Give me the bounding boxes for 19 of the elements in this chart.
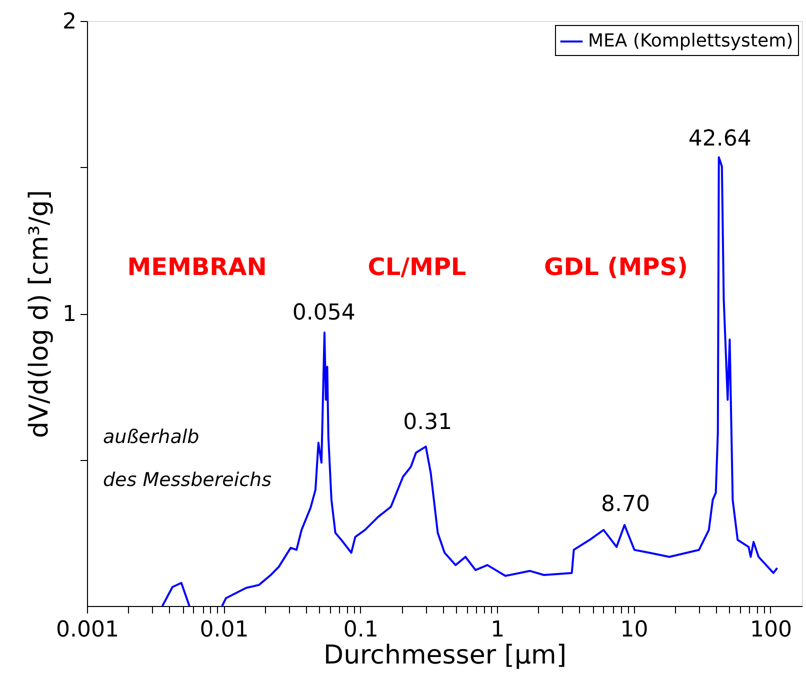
y-tick-label: 2 — [62, 10, 76, 34]
annotation: des Messbereichs — [103, 469, 272, 491]
x-tick-label: 0.01 — [200, 618, 249, 642]
x-tick-label: 0.001 — [56, 618, 119, 642]
x-tick-label: 1 — [490, 618, 505, 642]
x-tick-label: 0.1 — [343, 618, 378, 642]
x-tick-label: 100 — [750, 618, 792, 642]
annotation: 0.31 — [403, 410, 452, 436]
annotation: GDL (MPS) — [544, 253, 688, 281]
x-axis-title: Durchmesser [µm] — [324, 640, 566, 670]
x-tick-label: 10 — [620, 618, 648, 642]
legend-label: MEA (Komplettsystem) — [588, 30, 794, 52]
annotation: 0.054 — [292, 300, 356, 326]
annotation: 8.70 — [601, 492, 650, 518]
annotation: 42.64 — [688, 126, 752, 152]
annotation: außerhalb — [103, 426, 200, 448]
annotation: CL/MPL — [368, 253, 466, 281]
annotation: MEMBRAN — [127, 253, 267, 281]
y-axis-title: dV/d(log d) [cm³/g] — [24, 190, 55, 438]
